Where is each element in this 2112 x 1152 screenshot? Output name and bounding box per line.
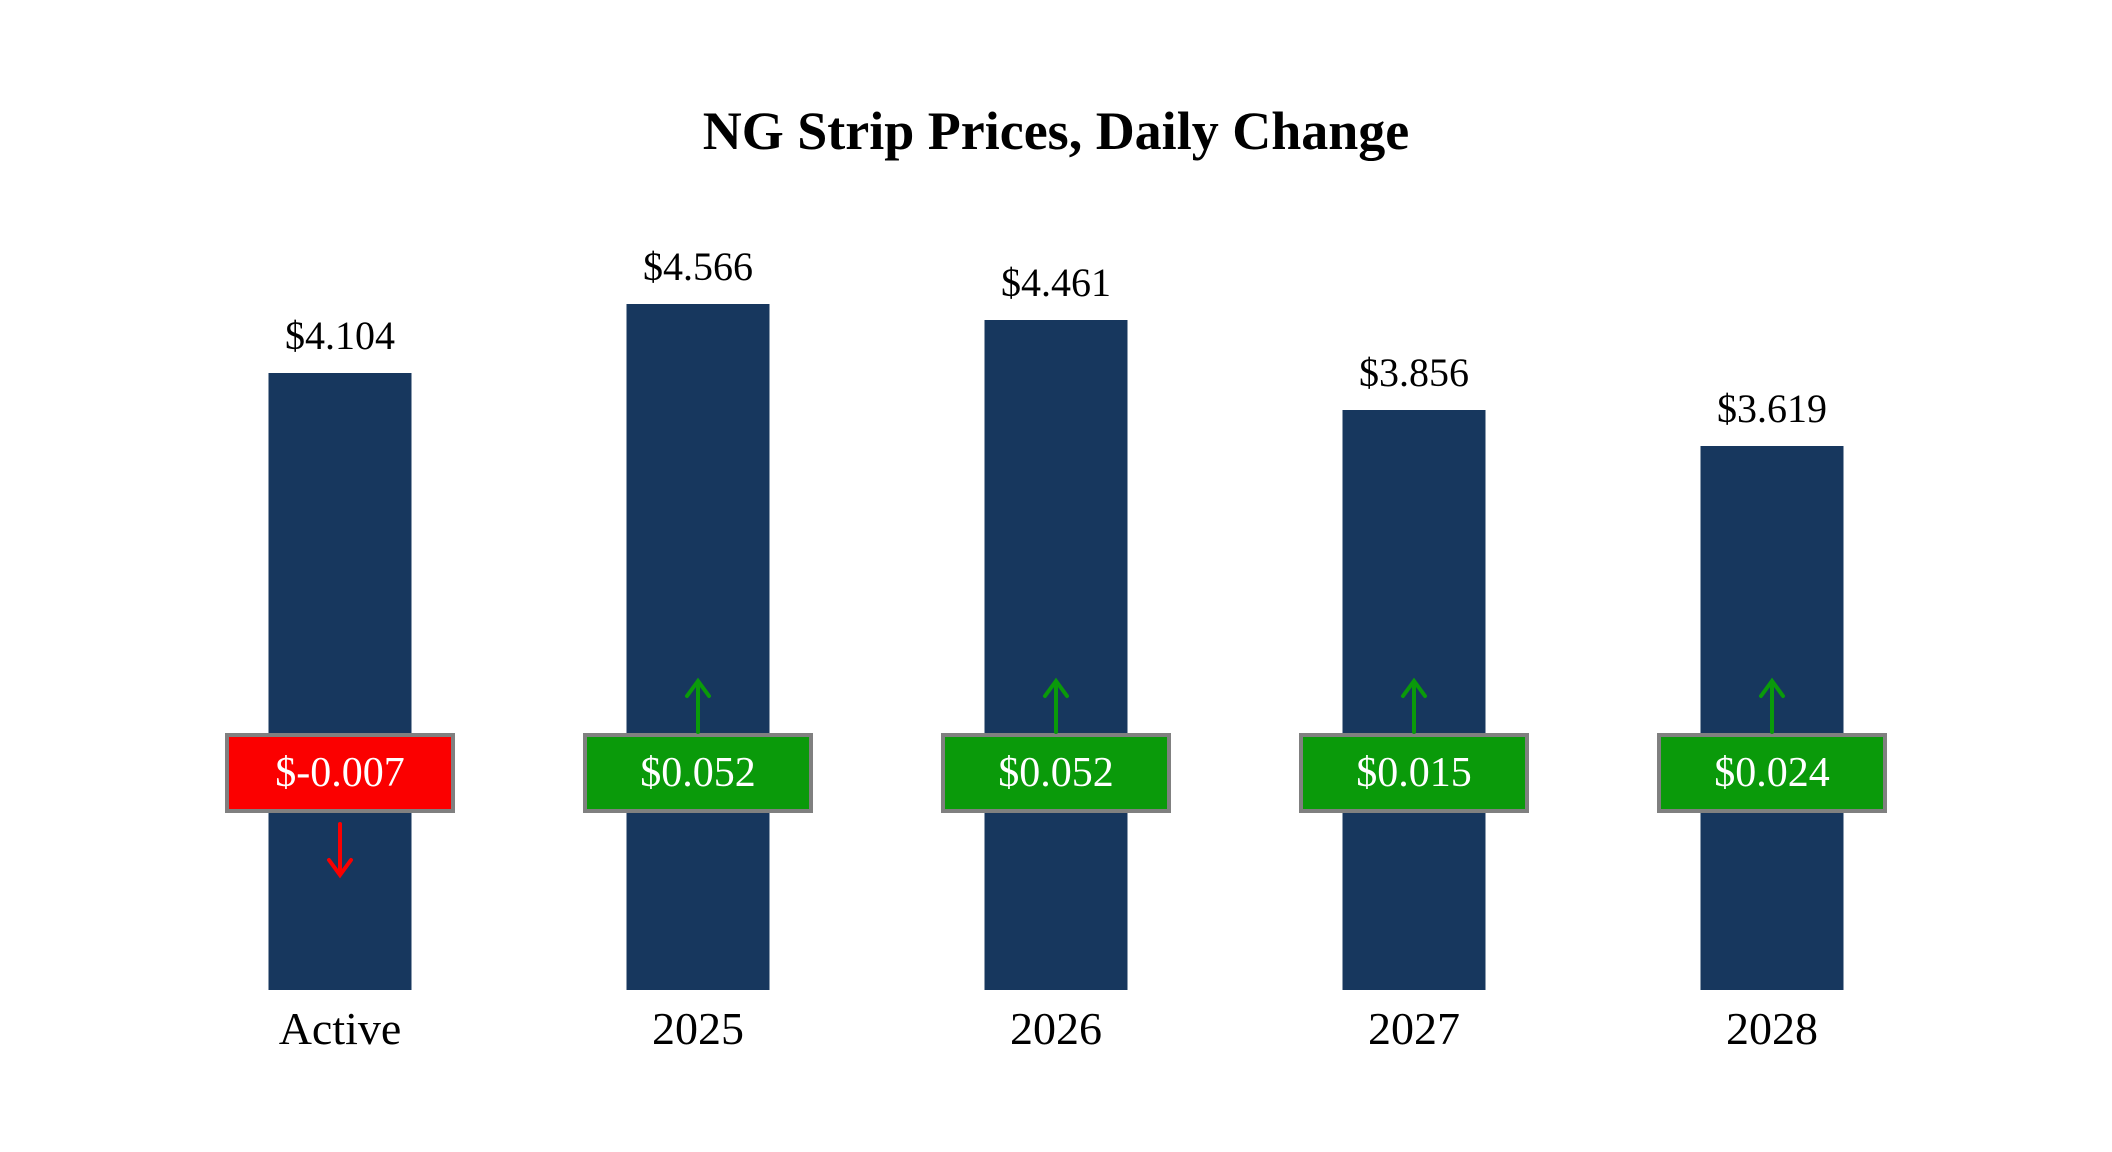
price-bar bbox=[626, 304, 770, 990]
daily-change-badge: $0.052 bbox=[583, 733, 813, 813]
daily-change-badge: $0.024 bbox=[1657, 733, 1887, 813]
chart-title: NG Strip Prices, Daily Change bbox=[702, 101, 1410, 161]
chart-column: $4.566 $0.052 2025 bbox=[519, 0, 877, 1152]
bar-columns: $4.104 $-0.007 Active $4.566 $0.052 2025 $4.46… bbox=[161, 0, 1951, 1152]
chart-column: $4.461 $0.052 2026 bbox=[877, 0, 1235, 1152]
up-arrow-icon bbox=[1755, 676, 1789, 736]
chart-column: $3.619 $0.024 2028 bbox=[1593, 0, 1951, 1152]
category-label: 2027 bbox=[1368, 1003, 1460, 1054]
price-bar bbox=[268, 373, 412, 990]
category-label: 2028 bbox=[1726, 1003, 1818, 1054]
chart-column: $4.104 $-0.007 Active bbox=[161, 0, 519, 1152]
category-label: 2025 bbox=[652, 1003, 744, 1054]
down-arrow-icon bbox=[323, 820, 357, 880]
daily-change-badge: $0.015 bbox=[1299, 733, 1529, 813]
chart-column: $3.856 $0.015 2027 bbox=[1235, 0, 1593, 1152]
bar-value-label: $4.461 bbox=[1001, 260, 1111, 305]
price-bar bbox=[984, 320, 1128, 990]
bar-value-label: $4.566 bbox=[643, 244, 753, 289]
category-label: 2026 bbox=[1010, 1003, 1102, 1054]
bar-value-label: $3.856 bbox=[1359, 350, 1469, 395]
daily-change-badge: $-0.007 bbox=[225, 733, 455, 813]
bar-value-label: $3.619 bbox=[1717, 386, 1827, 431]
up-arrow-icon bbox=[1397, 676, 1431, 736]
up-arrow-icon bbox=[1039, 676, 1073, 736]
bar-value-label: $4.104 bbox=[285, 313, 395, 358]
category-label: Active bbox=[278, 1003, 402, 1054]
daily-change-badge: $0.052 bbox=[941, 733, 1171, 813]
up-arrow-icon bbox=[681, 676, 715, 736]
